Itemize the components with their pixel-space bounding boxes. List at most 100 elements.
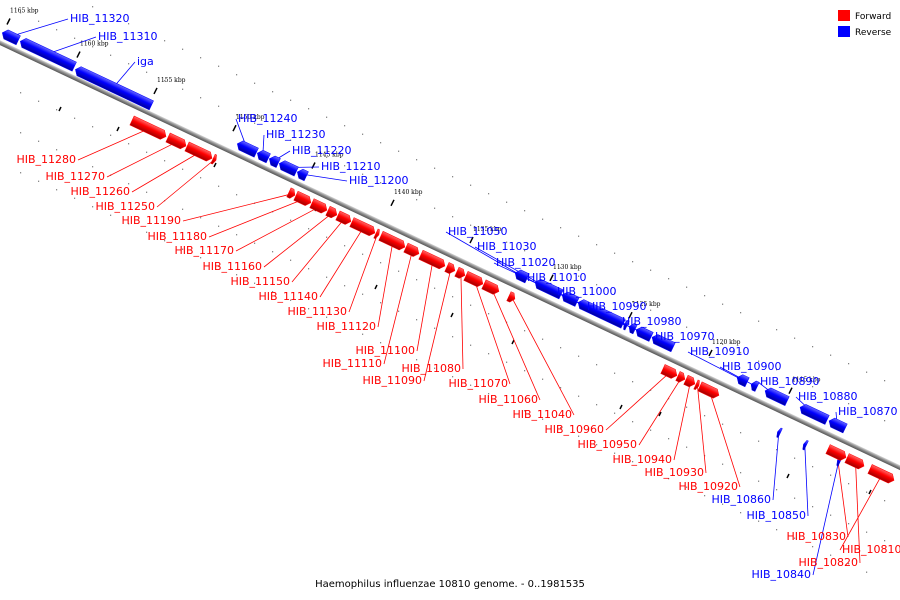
gene-label[interactable]: HIB_11190 bbox=[121, 214, 181, 227]
gene-arrow[interactable] bbox=[184, 141, 214, 163]
gene-label[interactable]: HIB_11110 bbox=[322, 357, 382, 370]
gene-label[interactable]: HIB_10810 bbox=[842, 543, 900, 556]
gene-label[interactable]: HIB_11250 bbox=[95, 200, 155, 213]
gene-arrow[interactable] bbox=[844, 453, 866, 471]
gene-label[interactable]: HIB_11180 bbox=[147, 230, 207, 243]
gene-arrow[interactable] bbox=[560, 290, 580, 307]
gene-arrow[interactable] bbox=[801, 440, 809, 451]
gene-arrow[interactable] bbox=[255, 149, 271, 164]
gene-label[interactable]: HIB_11100 bbox=[355, 344, 415, 357]
gene-label[interactable]: HIB_11210 bbox=[321, 160, 381, 173]
gene-label[interactable]: HIB_11040 bbox=[512, 408, 572, 421]
gene-label[interactable]: HIB_10950 bbox=[577, 438, 637, 451]
gene-arrow[interactable] bbox=[286, 187, 297, 200]
gene-label[interactable]: HIB_10910 bbox=[690, 345, 750, 358]
gene-arrow[interactable] bbox=[235, 139, 259, 158]
gene-arrow[interactable] bbox=[0, 28, 21, 46]
gene-label[interactable]: HIB_10850 bbox=[746, 509, 806, 522]
gene-label[interactable]: HIB_11070 bbox=[448, 377, 508, 390]
gene-arrow[interactable] bbox=[325, 205, 339, 219]
gene-arrow[interactable] bbox=[481, 279, 501, 296]
gene-label[interactable]: HIB_10840 bbox=[751, 568, 811, 581]
gene-arrow[interactable] bbox=[295, 167, 309, 182]
gene-label[interactable]: HIB_11240 bbox=[238, 112, 298, 125]
gene-label[interactable]: HIB_11010 bbox=[527, 271, 587, 284]
gene-label[interactable]: HIB_11320 bbox=[70, 12, 130, 25]
gene-label[interactable]: HIB_10990 bbox=[587, 300, 647, 313]
gene-label[interactable]: HIB_10870 bbox=[838, 405, 898, 418]
gene-arrow[interactable] bbox=[267, 154, 281, 168]
gene-arrow[interactable] bbox=[775, 427, 783, 439]
gene-arrow[interactable] bbox=[683, 374, 697, 388]
gene-arrow[interactable] bbox=[622, 319, 630, 331]
gene-label[interactable]: HIB_11310 bbox=[98, 30, 158, 43]
gene-arrow[interactable] bbox=[867, 464, 896, 484]
gene-label[interactable]: HIB_11120 bbox=[316, 320, 376, 333]
gene-arrow[interactable] bbox=[650, 333, 676, 353]
gene-arrow[interactable] bbox=[634, 325, 654, 342]
gene-arrow[interactable] bbox=[735, 373, 750, 388]
gene-arrow[interactable] bbox=[763, 386, 790, 406]
gene-label[interactable]: HIB_11060 bbox=[478, 393, 538, 406]
gene-label[interactable]: HIB_11090 bbox=[362, 374, 422, 387]
gene-arrow[interactable] bbox=[277, 159, 299, 177]
gene-arrow[interactable] bbox=[129, 115, 168, 141]
gene-arrow[interactable] bbox=[418, 249, 447, 270]
gene-arrow[interactable] bbox=[513, 268, 530, 284]
gene-label[interactable]: HIB_11130 bbox=[287, 305, 347, 318]
gene-label[interactable]: HIB_10900 bbox=[722, 360, 782, 373]
gene-arrow[interactable] bbox=[697, 381, 721, 400]
gene-label[interactable]: HIB_11160 bbox=[202, 260, 262, 273]
gene-label[interactable]: HIB_10940 bbox=[612, 453, 672, 466]
gene-label[interactable]: HIB_10980 bbox=[622, 315, 682, 328]
gene-arrow[interactable] bbox=[454, 266, 467, 280]
gene-arrow[interactable] bbox=[533, 278, 564, 300]
gene-arrow[interactable] bbox=[463, 271, 485, 288]
gene-label[interactable]: iga bbox=[137, 55, 154, 68]
gene-arrow[interactable] bbox=[349, 217, 377, 238]
gene-arrow[interactable] bbox=[378, 230, 407, 251]
gene-label[interactable]: HIB_11170 bbox=[174, 244, 234, 257]
gene-arrow[interactable] bbox=[660, 364, 679, 380]
gene-label[interactable]: HIB_10930 bbox=[644, 466, 704, 479]
gene-label[interactable]: HIB_11140 bbox=[258, 290, 318, 303]
gene-arrow[interactable] bbox=[18, 37, 77, 72]
gene-label[interactable]: HIB_11260 bbox=[70, 185, 130, 198]
gene-label[interactable]: HIB_10830 bbox=[786, 530, 846, 543]
gene-arrow[interactable] bbox=[627, 322, 638, 335]
gene-arrow[interactable] bbox=[506, 291, 517, 304]
gene-arrow[interactable] bbox=[576, 298, 626, 329]
gene-label[interactable]: HIB_10960 bbox=[544, 423, 604, 436]
gene-arrow[interactable] bbox=[798, 403, 830, 425]
gene-label[interactable]: HIB_10860 bbox=[711, 493, 771, 506]
gene-arrow[interactable] bbox=[827, 416, 848, 434]
gene-arrow[interactable] bbox=[210, 153, 218, 165]
gene-arrow[interactable] bbox=[675, 371, 687, 383]
gene-arrow[interactable] bbox=[373, 228, 381, 240]
gene-arrow[interactable] bbox=[293, 190, 313, 207]
gene-arrow[interactable] bbox=[693, 379, 701, 391]
gene-label[interactable]: HIB_10820 bbox=[798, 556, 858, 569]
gene-label[interactable]: HIB_11080 bbox=[401, 362, 461, 375]
gene-arrow[interactable] bbox=[825, 444, 848, 463]
gene-label[interactable]: HIB_10880 bbox=[798, 390, 858, 403]
gene-arrow[interactable] bbox=[403, 242, 421, 258]
gene-arrow[interactable] bbox=[73, 65, 154, 111]
gene-label[interactable]: HIB_11000 bbox=[557, 285, 617, 298]
gene-label[interactable]: HIB_11280 bbox=[16, 153, 76, 166]
gene-label[interactable]: HIB_11200 bbox=[349, 174, 409, 187]
gene-label[interactable]: HIB_10970 bbox=[655, 330, 715, 343]
gene-label[interactable]: HIB_10920 bbox=[678, 480, 738, 493]
gene-label[interactable]: HIB_11230 bbox=[266, 128, 326, 141]
gene-arrow[interactable] bbox=[335, 210, 353, 226]
gene-label[interactable]: HIB_11030 bbox=[477, 240, 537, 253]
gene-label[interactable]: HIB_11020 bbox=[496, 256, 556, 269]
gene-arrow[interactable] bbox=[165, 132, 188, 151]
gene-arrow[interactable] bbox=[749, 380, 760, 392]
gene-label[interactable]: HIB_11050 bbox=[448, 225, 508, 238]
gene-label[interactable]: HIB_10890 bbox=[760, 375, 820, 388]
gene-arrow[interactable] bbox=[309, 198, 329, 215]
gene-label[interactable]: HIB_11150 bbox=[230, 275, 290, 288]
gene-label[interactable]: HIB_11270 bbox=[45, 170, 105, 183]
gene-label[interactable]: HIB_11220 bbox=[292, 144, 352, 157]
